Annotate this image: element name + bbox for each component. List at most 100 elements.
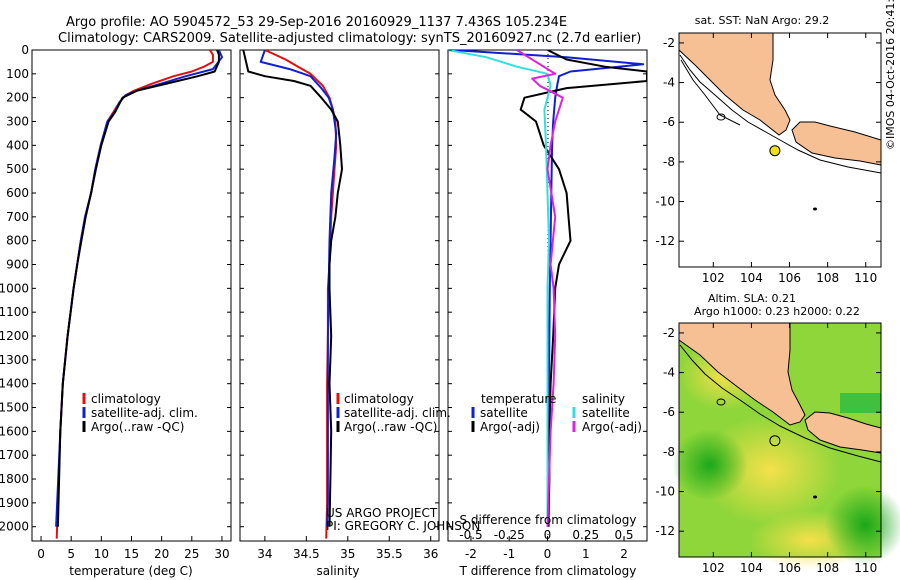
y-tick-label: 400 [6,138,29,152]
top-x-tick-label: -0.25 [494,528,525,542]
imos-watermark: ©IMOS 04-Oct-2016 20:41:59 [884,0,897,150]
sla-map-title: Altim. SLA: 0.21 [708,292,796,305]
y-tick-label: 1300 [0,353,29,367]
series-satellite-adj-clim [259,50,338,527]
lat-tick-label: -12 [655,234,675,248]
series-argo-raw-qc [56,50,220,527]
sla-green-band [840,393,881,413]
x-tick-label: 15 [124,547,139,561]
lon-tick-label: 104 [740,271,763,285]
sst-argo-position-marker [769,145,781,157]
difference-lines [448,50,647,527]
x-tick-label: 35.5 [376,547,403,561]
difference-axes: -2 -1 0 1 2 -0.5 -0.25 0 0.25 0.5 [448,49,647,561]
temperature-lines [55,50,223,539]
salinity-legend: climatology satellite-adj. clim. Argo(..… [336,392,451,434]
sla-small-island [813,495,817,499]
x-tick-label: -2 [465,547,477,561]
lat-tick-label: -4 [663,366,675,380]
lat-tick-label: -4 [663,76,675,90]
x-tick-label: 36 [423,547,438,561]
sst-coastal-contour [679,54,882,174]
top-x-tick-label: 0 [544,528,552,542]
lat-tick-label: -12 [655,524,675,538]
legend-argo-label: Argo(..raw -QC) [344,420,437,434]
y-tick-label: 0 [21,43,29,57]
y-tick-label: 1700 [0,448,29,462]
lat-tick-label: -8 [663,155,675,169]
legend-climatology-label: climatology [91,392,161,406]
watermark-container: ©IMOS 04-Oct-2016 20:41:59 [884,0,897,151]
legend-satellite-label: satellite-adj. clim. [91,406,198,420]
sst-small-island [813,207,817,211]
y-tick-label: 1200 [0,329,29,343]
x-tick-label: 0 [37,547,45,561]
y-tick-label: 200 [6,91,29,105]
x-tick-label: 10 [94,547,109,561]
y-tick-label: 1800 [0,472,29,486]
top-x-tick-label: -0.5 [459,528,482,542]
salinity-axes: 34 34.5 35 35.5 36 [240,49,439,561]
lon-tick-label: 106 [778,271,801,285]
y-tick-label: 1600 [0,424,29,438]
sla-sumatra-landmass [678,322,806,426]
y-tick-label: 600 [6,186,29,200]
legend-argo-label: Argo(..raw -QC) [91,420,184,434]
lon-tick-label: 102 [702,271,725,285]
x-tick-label: -1 [503,547,515,561]
salinity-panel: 34 34.5 35 35.5 36 salinity climatology sate… [239,49,480,578]
lon-tick-label: 110 [854,271,877,285]
salinity-xlabel: salinity [316,564,359,578]
sst-map-panel: sat. SST: NaN Argo: 29.2 102 104 106 108 110… [655,14,882,285]
series-s-satellite [448,50,552,527]
x-tick-label: 0 [544,547,552,561]
temperature-panel: 0 5 10 15 20 25 300100200300400500600700800900… [0,43,232,578]
difference-legend: temperature salinity satellite Argo(-adj… [471,392,642,434]
sla-low-patch-west [672,429,748,501]
x-tick-label: 20 [154,547,169,561]
lon-tick-label: 104 [740,561,763,575]
y-tick-label: 1400 [0,377,29,391]
y-tick-label: 1900 [0,496,29,510]
temperature-legend: climatology satellite-adj. clim. Argo(..… [82,392,198,434]
top-x-tick-label: 0.5 [614,528,633,542]
sst-map-frame [678,32,882,268]
legend-t-argo-label: Argo(-adj) [480,420,540,434]
legend-satellite-label: satellite-adj. clim. [344,406,451,420]
temperature-plot-frame [31,49,232,542]
series-argo-raw-qc [242,50,343,527]
series-climatology [264,50,338,539]
lat-tick-label: -6 [663,405,675,419]
project-annotation: US ARGO PROJECT [326,506,438,520]
difference-panel: -2 -1 0 1 2 -0.5 -0.25 0 0.25 0.5 S difference fr… [447,49,648,578]
y-tick-label: 300 [6,115,29,129]
sumatra-landmass [678,32,791,136]
legend-s-argo-label: Argo(-adj) [582,420,642,434]
t-difference-xlabel: T difference from climatology [459,564,637,578]
y-tick-label: 1000 [0,281,29,295]
legend-temperature-header: temperature [481,392,556,406]
x-tick-label: 34.5 [293,547,320,561]
s-difference-xlabel: S difference from climatology [460,513,637,527]
x-tick-label: 25 [184,547,199,561]
sla-map-subtitle: Argo h1000: 0.23 h2000: 0.22 [694,305,860,318]
legend-s-satellite-label: satellite [582,406,630,420]
top-x-tick-label: 0.25 [572,528,599,542]
lat-tick-label: -2 [663,326,675,340]
sla-map-panel: Altim. SLA: 0.21 Argo h1000: 0.23 h2000:… [655,292,900,575]
lat-tick-label: -8 [663,445,675,459]
lon-tick-label: 108 [816,271,839,285]
y-tick-label: 900 [6,258,29,272]
y-tick-label: 1500 [0,401,29,415]
x-tick-label: 35 [340,547,355,561]
lat-tick-label: -2 [663,36,675,50]
lat-tick-label: -10 [655,485,675,499]
x-tick-label: 34 [257,547,272,561]
temperature-axes: 0 5 10 15 20 25 300100200300400500600700800900… [0,43,231,561]
temperature-xlabel: temperature (deg C) [69,564,192,578]
sla-coastal-contour [679,344,882,463]
series-t-satellite [451,50,645,527]
salinity-lines [242,50,343,539]
sla-map-axes: 102 104 106 108 110 -2 -4 -6 -8 -10 -12 [655,323,881,575]
